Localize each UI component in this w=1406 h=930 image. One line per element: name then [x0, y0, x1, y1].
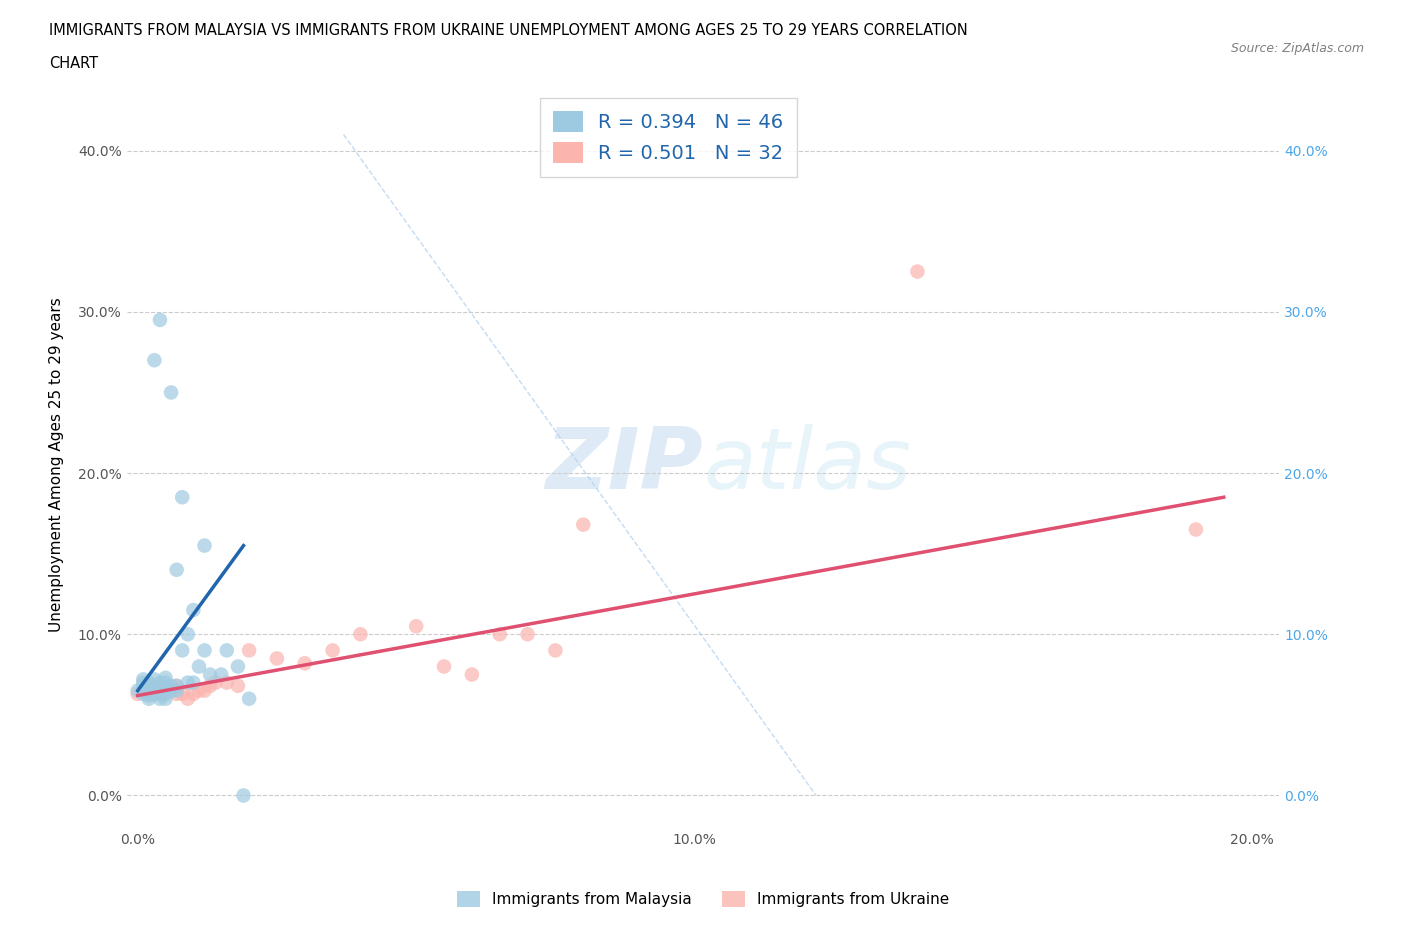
Point — [198, 678, 221, 693]
Point — [232, 788, 254, 803]
Y-axis label: Unemployment Among Ages 25 to 29 years: Unemployment Among Ages 25 to 29 years — [49, 298, 63, 632]
Point — [127, 684, 149, 698]
Point — [132, 672, 155, 687]
Point — [127, 686, 149, 701]
Point — [166, 563, 188, 578]
Legend: Immigrants from Malaysia, Immigrants from Ukraine: Immigrants from Malaysia, Immigrants fro… — [450, 884, 956, 913]
Point — [204, 675, 226, 690]
Point — [177, 627, 200, 642]
Point — [193, 538, 215, 553]
Point — [461, 667, 484, 682]
Point — [907, 264, 929, 279]
Point — [172, 643, 194, 658]
Text: atlas: atlas — [703, 423, 911, 507]
Point — [132, 678, 155, 693]
Point — [149, 675, 172, 690]
Point — [166, 678, 188, 693]
Point — [1185, 522, 1208, 537]
Point — [160, 385, 183, 400]
Point — [544, 643, 567, 658]
Point — [143, 352, 166, 367]
Point — [166, 684, 188, 698]
Point — [143, 672, 166, 687]
Point — [215, 675, 238, 690]
Point — [226, 678, 249, 693]
Point — [160, 684, 183, 698]
Point — [138, 688, 160, 703]
Point — [215, 643, 238, 658]
Point — [183, 675, 205, 690]
Point — [349, 627, 371, 642]
Point — [138, 675, 160, 690]
Legend: R = 0.394   N = 46, R = 0.501   N = 32: R = 0.394 N = 46, R = 0.501 N = 32 — [540, 98, 797, 177]
Point — [193, 643, 215, 658]
Point — [183, 686, 205, 701]
Point — [187, 684, 209, 698]
Point — [132, 684, 155, 698]
Point — [193, 684, 215, 698]
Point — [172, 490, 194, 505]
Point — [177, 675, 200, 690]
Point — [149, 686, 172, 701]
Point — [187, 659, 209, 674]
Text: IMMIGRANTS FROM MALAYSIA VS IMMIGRANTS FROM UKRAINE UNEMPLOYMENT AMONG AGES 25 T: IMMIGRANTS FROM MALAYSIA VS IMMIGRANTS F… — [49, 23, 967, 38]
Point — [155, 686, 177, 701]
Point — [132, 686, 155, 701]
Point — [160, 678, 183, 693]
Point — [177, 691, 200, 706]
Point — [198, 667, 221, 682]
Point — [143, 678, 166, 693]
Point — [209, 667, 232, 682]
Point — [143, 684, 166, 698]
Point — [266, 651, 288, 666]
Point — [143, 686, 166, 701]
Point — [155, 675, 177, 690]
Point — [166, 678, 188, 693]
Point — [488, 627, 510, 642]
Point — [433, 659, 456, 674]
Point — [405, 618, 427, 633]
Text: CHART: CHART — [49, 56, 98, 71]
Point — [226, 659, 249, 674]
Text: Source: ZipAtlas.com: Source: ZipAtlas.com — [1230, 42, 1364, 55]
Point — [183, 603, 205, 618]
Text: ZIP: ZIP — [546, 423, 703, 507]
Point — [572, 517, 595, 532]
Point — [155, 691, 177, 706]
Point — [238, 691, 260, 706]
Point — [238, 643, 260, 658]
Point — [149, 686, 172, 701]
Point — [149, 691, 172, 706]
Point — [143, 682, 166, 697]
Point — [149, 680, 172, 695]
Point — [166, 686, 188, 701]
Point — [155, 680, 177, 695]
Point — [160, 684, 183, 698]
Point — [138, 691, 160, 706]
Point — [155, 671, 177, 685]
Point — [516, 627, 538, 642]
Point — [155, 686, 177, 701]
Point — [294, 656, 316, 671]
Point — [172, 686, 194, 701]
Point — [138, 678, 160, 693]
Point — [132, 675, 155, 690]
Point — [138, 686, 160, 701]
Point — [149, 312, 172, 327]
Point — [138, 684, 160, 698]
Point — [322, 643, 344, 658]
